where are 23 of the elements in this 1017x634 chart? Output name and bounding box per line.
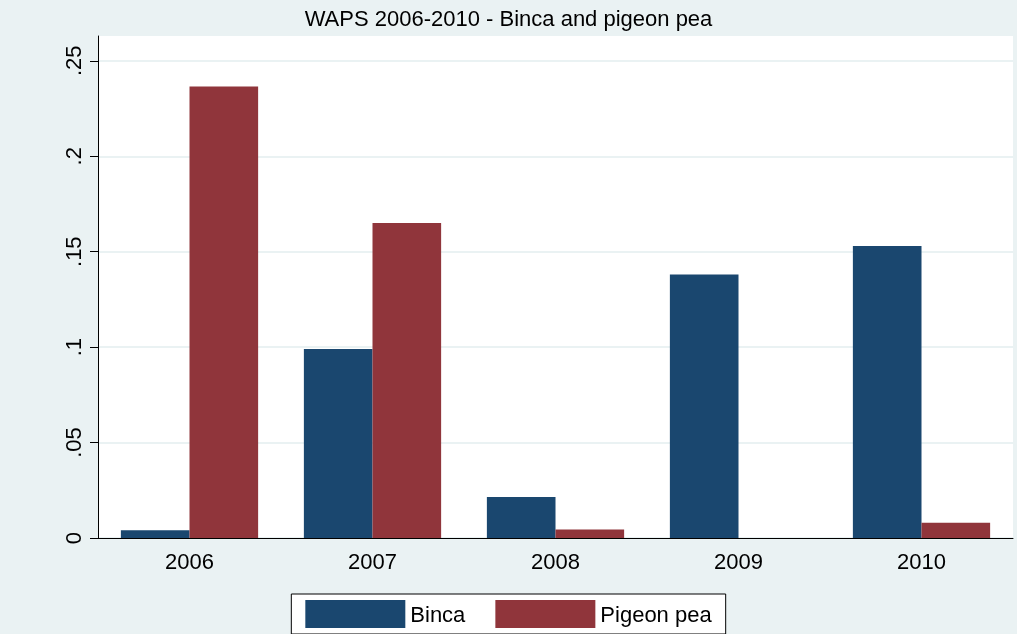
x-tick-label: 2009: [714, 548, 763, 574]
x-tick-label: 2010: [897, 548, 946, 574]
bar: [372, 223, 442, 538]
y-tick-label: .05: [60, 427, 86, 458]
bar: [921, 522, 991, 538]
bar: [189, 86, 259, 538]
legend-label: Pigeon pea: [600, 601, 713, 627]
bar: [669, 274, 739, 538]
bar: [555, 529, 625, 538]
y-tick-label: 0: [60, 531, 86, 545]
bar: [852, 245, 922, 538]
legend-label: Binca: [410, 601, 467, 627]
x-tick-label: 2007: [348, 548, 397, 574]
y-tick-label: .1: [60, 337, 86, 357]
bar: [120, 530, 190, 538]
y-tick-label: .25: [60, 45, 86, 77]
x-tick-label: 2008: [531, 548, 580, 574]
y-tick-label: .15: [60, 236, 86, 267]
y-tick-label: .2: [60, 147, 86, 166]
bar: [486, 496, 556, 538]
x-tick-label: 2006: [165, 548, 214, 574]
bar: [303, 349, 373, 538]
chart-title: WAPS 2006-2010 - Binca and pigeon pea: [304, 5, 714, 31]
